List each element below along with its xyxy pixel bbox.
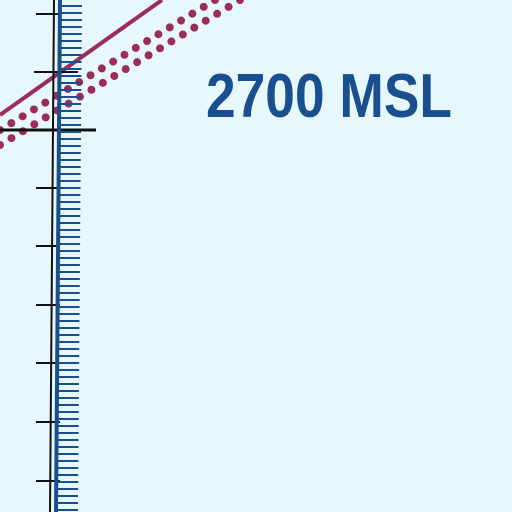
boundary-dot [7, 119, 16, 128]
boundary-dot [154, 30, 163, 39]
boundary-dot [133, 58, 142, 67]
boundary-dot [87, 85, 96, 94]
boundary-dot [0, 141, 4, 149]
boundary-dot [211, 0, 219, 4]
boundary-hatching [56, 5, 82, 511]
boundary-dot [120, 50, 129, 59]
boundary-dot [41, 113, 50, 122]
boundary-dot [165, 23, 174, 32]
boundary-dot [188, 9, 197, 18]
boundary-dot [63, 84, 72, 93]
boundary-dot [178, 30, 187, 39]
boundary-dot [18, 112, 27, 121]
boundary-dot [30, 120, 39, 129]
route-line [0, 0, 164, 117]
boundary-dot [29, 105, 38, 114]
boundary-dot [41, 98, 50, 107]
boundary-dot [224, 2, 233, 11]
boundary-dot [121, 65, 130, 74]
boundary-dot [199, 2, 208, 11]
boundary-dot [156, 44, 164, 53]
boundary-dot [213, 9, 222, 18]
boundary-dot [131, 43, 140, 52]
airspace-boundary-line [54, 0, 62, 512]
boundary-dot [236, 0, 244, 4]
boundary-dot [167, 37, 176, 46]
boundary-dot [110, 71, 119, 80]
boundary-dot [177, 16, 186, 25]
boundary-dot [144, 51, 153, 60]
boundary-dot [98, 78, 107, 87]
boundary-dot [190, 23, 199, 32]
boundary-dot [86, 71, 95, 80]
boundary-dot [7, 134, 16, 143]
boundary-dot [109, 57, 118, 66]
boundary-dot [97, 64, 106, 73]
altitude-label: 2700 MSL [206, 62, 452, 131]
boundary-dot [201, 16, 210, 25]
airspace-boundary-inner [49, 0, 55, 512]
boundary-dot [143, 37, 152, 46]
